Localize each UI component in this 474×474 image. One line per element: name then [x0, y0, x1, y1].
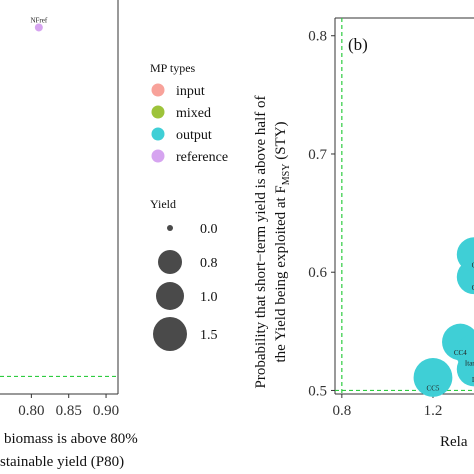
panel-b-x-tick-label: 0.8	[332, 403, 351, 419]
legend-mp-label-reference: reference	[176, 150, 228, 165]
panel-b-point-label: C	[472, 261, 474, 269]
panel-a-x-title-line1: biomass is above 80%	[4, 431, 138, 447]
panel-b-points: CC5 CC4 Itarget It C C	[413, 237, 474, 397]
panel-b-point-label: CC4	[454, 349, 467, 357]
panel-b-y-tick-label: 0.5	[308, 383, 327, 399]
panel-b-y-tick-label: 0.6	[308, 265, 327, 281]
legend-yield-label: 0.0	[200, 222, 218, 237]
legend-mp-swatch-mixed	[151, 105, 165, 119]
legend-yield-label: 1.0	[200, 290, 218, 305]
panel-a-x-ticks: 0.80 0.85 0.90	[18, 394, 119, 419]
panel-b-y-title-pre: the Yield being exploited at F	[273, 185, 289, 362]
legend-mp-items: input mixed output reference	[151, 83, 228, 165]
panel-a-point-label: NFref	[30, 16, 47, 24]
panel-b-point-label: CC5	[427, 384, 440, 392]
legend-yield-label: 1.5	[200, 328, 218, 343]
panel-b-y-title-post: (STY)	[273, 121, 289, 163]
legend-mp-label-output: output	[176, 128, 212, 143]
legend-yield-swatch	[153, 317, 187, 351]
legend-yield-items: 0.0 0.8 1.0 1.5	[153, 222, 218, 351]
panel-b-point-label: Itarget	[465, 360, 474, 368]
legend-mp-swatch-output	[151, 127, 165, 141]
panel-a-x-tick-label: 0.85	[56, 403, 82, 419]
legend: MP types input mixed output reference Yield…	[150, 61, 228, 351]
legend-mp-swatch-input	[151, 83, 165, 97]
panel-b-point-label: It	[472, 376, 474, 384]
legend-yield-swatch	[156, 282, 184, 310]
legend-yield-swatch	[167, 225, 173, 231]
panel-a-x-title-line2: stainable yield (P80)	[0, 454, 124, 470]
panel-b-label: (b)	[348, 35, 368, 54]
legend-mp-label-mixed: mixed	[176, 106, 211, 121]
panel-a-x-tick-label: 0.80	[18, 403, 44, 419]
panel-b-x-tick-label: 1.2	[424, 403, 443, 419]
legend-yield-swatch	[158, 250, 182, 274]
panel-b-y-title-line1: Probability that short−term yield is abo…	[253, 96, 269, 389]
panel-b-point	[456, 351, 474, 387]
panel-a-x-tick-label: 0.90	[93, 403, 119, 419]
panel-b-point	[413, 358, 453, 397]
panel-b-y-title-sub: MSY	[281, 164, 292, 186]
legend-mp-title: MP types	[150, 61, 196, 75]
panel-b-point	[456, 237, 474, 272]
panel-b-y-ticks: 0.5 0.6 0.7 0.8	[308, 29, 335, 399]
legend-mp-label-input: input	[176, 84, 205, 99]
panel-a: 0.80 0.85 0.90 NFref biomass is above 80% …	[0, 0, 138, 470]
panel-a-point	[34, 23, 43, 32]
panel-b-y-tick-label: 0.8	[308, 29, 327, 45]
panel-b-x-ticks: 0.8 1.2	[332, 394, 442, 419]
panel-b-y-tick-label: 0.7	[308, 147, 327, 163]
legend-yield-title: Yield	[150, 197, 176, 211]
panel-b-x-title: Rela	[440, 434, 468, 450]
legend-mp-swatch-reference	[151, 149, 165, 163]
legend-yield-label: 0.8	[200, 256, 218, 271]
panel-b-y-title: Probability that short−term yield is abo…	[253, 96, 292, 389]
panel-b-point-label: C	[472, 284, 474, 292]
panel-a-points: NFref	[30, 16, 48, 32]
panel-b-y-title-line2: the Yield being exploited at FMSY (STY)	[273, 121, 292, 362]
panel-b: Probability that short−term yield is abo…	[253, 17, 474, 450]
